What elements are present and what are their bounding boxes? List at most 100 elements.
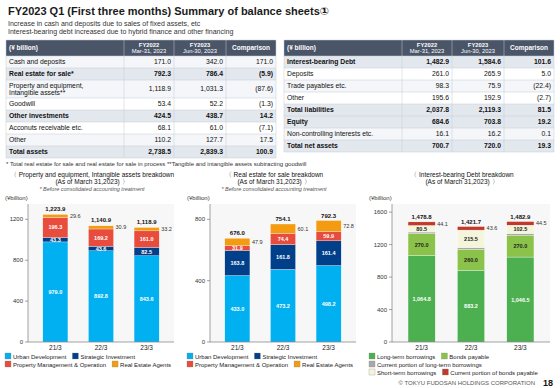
table-rule bbox=[226, 40, 227, 158]
legend-swatch bbox=[5, 353, 11, 359]
x-axis bbox=[392, 342, 550, 343]
table-rule bbox=[284, 56, 554, 57]
table-cell: 192.9 bbox=[484, 94, 501, 101]
table-rule bbox=[6, 158, 276, 159]
table-cell: 342.0 bbox=[206, 58, 223, 65]
footer-text: © TOKYU FUDOSAN HOLDINGS CORPORATION bbox=[399, 380, 535, 386]
table-header-line: FY2022 bbox=[417, 42, 437, 48]
legend-swatch bbox=[441, 353, 447, 359]
table-header: FY2022Mar-31, 2023 bbox=[132, 42, 166, 55]
table-cell: 786.4 bbox=[206, 70, 223, 77]
legend-label: Urban Development bbox=[195, 354, 249, 360]
y-tick bbox=[207, 219, 210, 220]
legend-swatch bbox=[187, 361, 193, 367]
table-rule bbox=[6, 56, 276, 57]
table-rule bbox=[284, 92, 554, 93]
table-rule bbox=[6, 40, 7, 158]
x-tick-label: 21/3 bbox=[49, 344, 62, 351]
table-rule bbox=[6, 68, 276, 69]
table-cell: 2,037.8 bbox=[426, 106, 449, 114]
bar-segment bbox=[134, 227, 159, 230]
table-row-label: Total liabilities bbox=[287, 106, 334, 113]
table-cell: 1,118.9 bbox=[149, 85, 171, 92]
bar-segment bbox=[507, 234, 534, 236]
bar-segment bbox=[225, 246, 250, 251]
y-tick-label: 0 bbox=[20, 339, 24, 345]
bar-segment bbox=[457, 230, 484, 247]
table-row-label: Deposits bbox=[287, 70, 314, 78]
bar-segment bbox=[316, 266, 341, 342]
table-row-bg bbox=[6, 80, 276, 98]
table-row-label: Property and equipment,Intangible assets… bbox=[9, 82, 84, 97]
page-subtitle: Increase in cash and deposits due to sal… bbox=[8, 20, 201, 28]
bars bbox=[225, 221, 341, 342]
data-label: 31.9 bbox=[232, 245, 243, 251]
bars bbox=[408, 222, 534, 342]
table-row-bg bbox=[6, 56, 276, 68]
page: FY2023 Q1 (First three months) Summary o… bbox=[0, 0, 560, 388]
chart-title: 〈 Property and equipment, Intangible ass… bbox=[10, 171, 175, 186]
table-row-label: Cash and deposits bbox=[9, 58, 66, 66]
table-rule bbox=[284, 116, 554, 117]
legend-swatch bbox=[369, 361, 375, 367]
chart-title: 〈 Interest-bearing Debt breakdown(As of … bbox=[410, 171, 514, 186]
data-label: 163.8 bbox=[230, 260, 244, 266]
legend-swatch bbox=[369, 353, 375, 359]
legend-swatch bbox=[294, 361, 300, 367]
data-labels: 1,064.8883.21,046.5270.0260.0270.080.521… bbox=[412, 214, 547, 310]
x-tick-label: 21/3 bbox=[415, 344, 428, 351]
x-tick-label: 23/3 bbox=[140, 344, 153, 351]
y-tick bbox=[207, 342, 210, 343]
table-row-label: Real estate for sale* bbox=[9, 70, 74, 77]
y-tick bbox=[207, 280, 210, 281]
plot-background bbox=[392, 204, 550, 342]
table-cell: 2,119.3 bbox=[479, 106, 502, 114]
data-label: 260.0 bbox=[464, 257, 478, 263]
data-label: 883.2 bbox=[464, 303, 478, 309]
chart: 〈 Interest-bearing Debt breakdown(As of … bbox=[369, 171, 550, 351]
y-tick-label: 1200 bbox=[10, 216, 24, 222]
total-label: 1,421.7 bbox=[461, 219, 482, 225]
table-rule bbox=[452, 40, 453, 152]
legend-label: Strategic Investment bbox=[262, 354, 317, 360]
data-label: 43.3 bbox=[50, 237, 61, 243]
y-tick-label: 1200 bbox=[374, 242, 388, 248]
table-row-bg bbox=[284, 140, 554, 152]
bar-segment bbox=[507, 225, 534, 233]
data-labels: 979.0892.8843.643.343.682.5196.3169.2161… bbox=[45, 206, 172, 301]
data-label: 44.5 bbox=[536, 220, 547, 226]
x-axis bbox=[28, 342, 174, 343]
footnote: * Total real estate for sale and real es… bbox=[6, 161, 306, 167]
legend: Long-term borrowingsBonds payableCurrent… bbox=[369, 353, 538, 376]
legend-swatch bbox=[442, 369, 448, 375]
total-label: 754.1 bbox=[275, 216, 291, 222]
table-cell: 261.0 bbox=[432, 70, 449, 77]
legend-label: Strategic Investment bbox=[80, 354, 135, 360]
plot-background bbox=[28, 204, 174, 342]
table-row-label: Trade payables etc. bbox=[287, 82, 347, 90]
y-axis bbox=[392, 204, 393, 342]
data-label: 102.5 bbox=[513, 226, 527, 232]
table-cell: 17.5 bbox=[260, 136, 273, 143]
bar-segment bbox=[507, 235, 534, 257]
total-label: 792.3 bbox=[321, 213, 337, 219]
legend-label: Current portion of bonds payable bbox=[450, 370, 538, 376]
y-tick-label: 400 bbox=[13, 298, 24, 304]
legend: Urban DevelopmentStrategic InvestmentPro… bbox=[5, 353, 171, 368]
table-row-bg bbox=[284, 92, 554, 104]
y-tick bbox=[389, 212, 392, 213]
data-label: 72.8 bbox=[343, 223, 354, 229]
data-label: 30.9 bbox=[116, 224, 127, 230]
y-tick bbox=[389, 342, 392, 343]
table-row-bg bbox=[6, 134, 276, 146]
table-rule bbox=[284, 80, 554, 81]
page-title: FY2023 Q1 (First three months) Summary o… bbox=[8, 5, 329, 17]
table-row-bg bbox=[284, 80, 554, 92]
bar-segment bbox=[134, 247, 159, 255]
chart-title-line: (As of March 31,2023) 〉 bbox=[425, 178, 498, 186]
chart: 〈 Real estate for sale breakdown(As of M… bbox=[187, 171, 356, 351]
chart-title-line: (As of March 31,2023) 〉 bbox=[237, 178, 310, 186]
table-rule bbox=[6, 40, 276, 41]
table-cell: 792.3 bbox=[154, 70, 171, 77]
table-row-label: Equity bbox=[287, 118, 308, 126]
